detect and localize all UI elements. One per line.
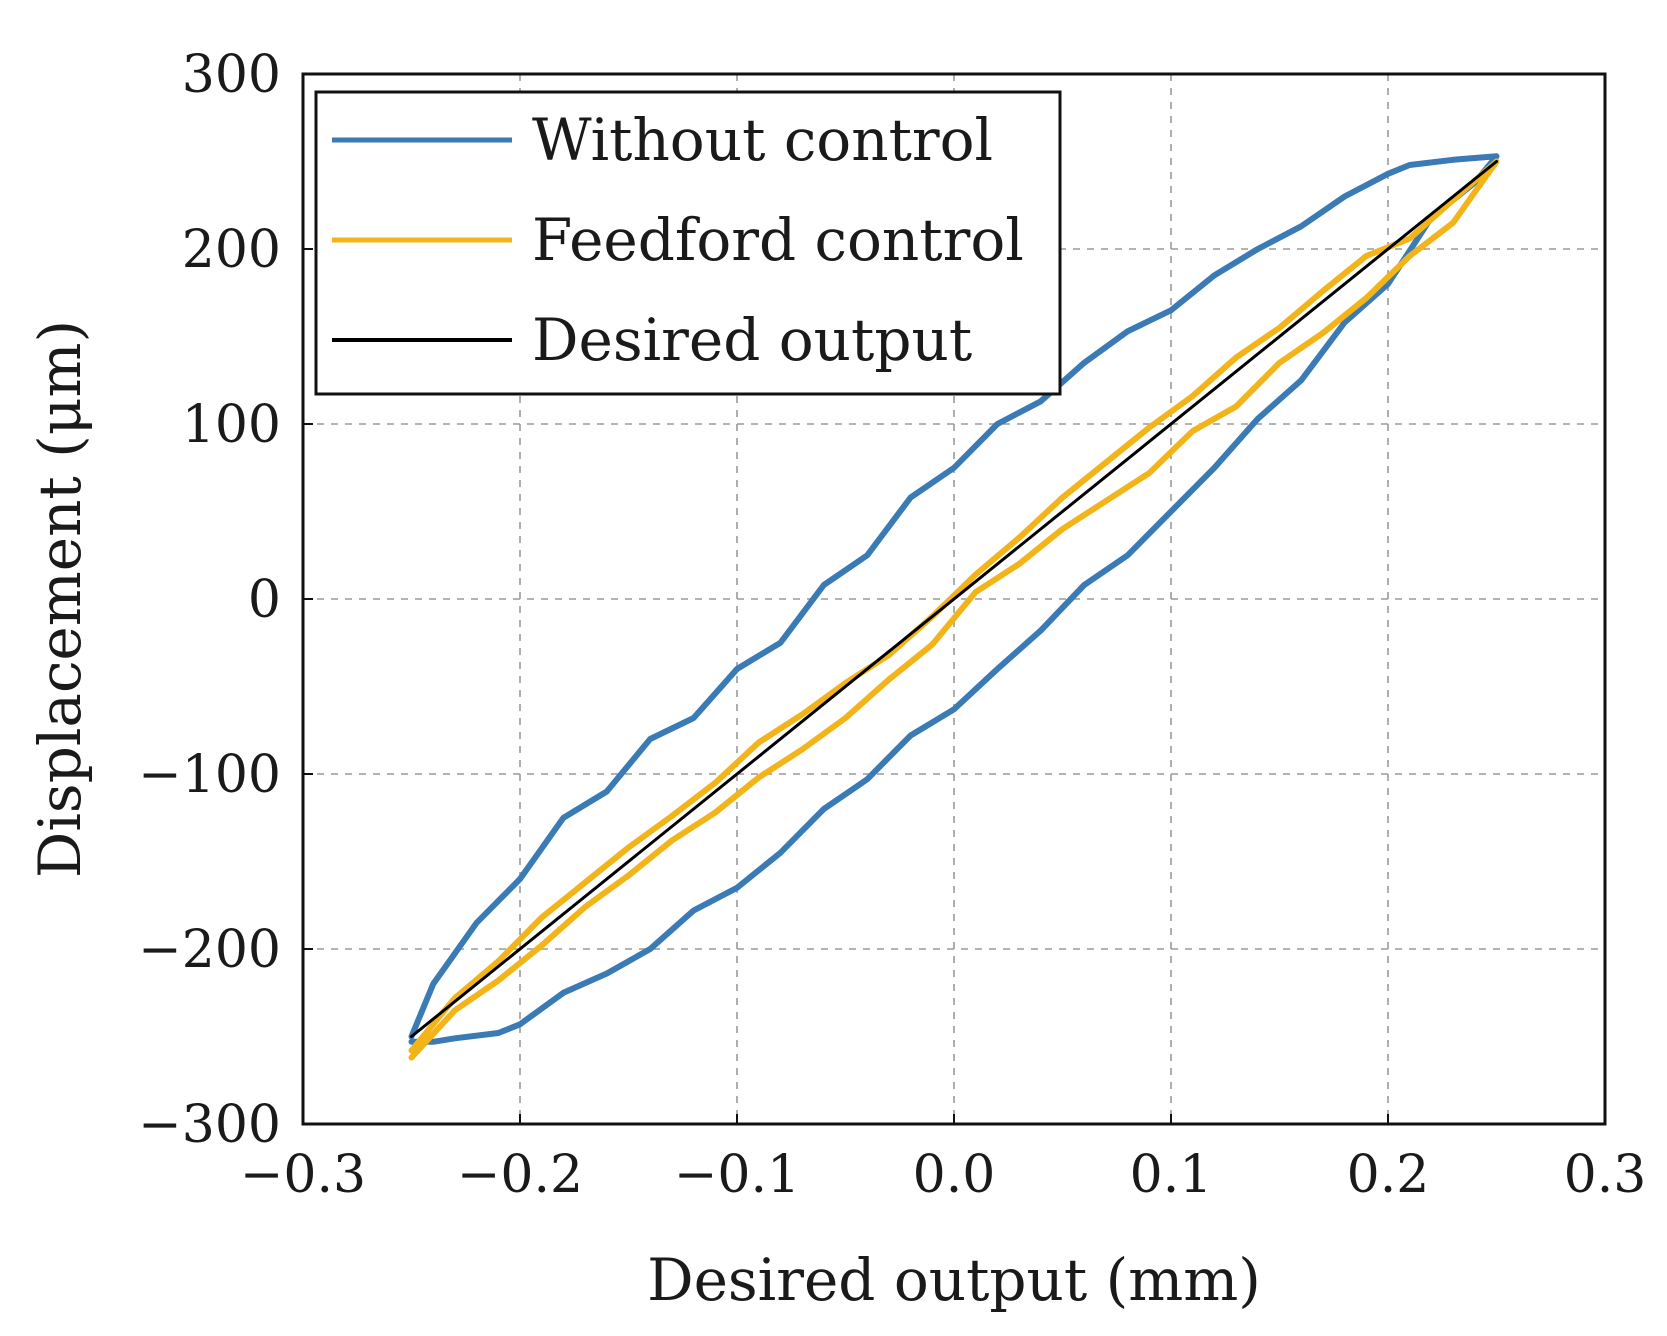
y-tick-label: −100 [138,745,281,805]
legend-label-desired-output: Desired output [532,306,972,374]
plot-series [408,153,1500,1061]
y-tick-labels: −300 −200 −100 0 100 200 300 [138,45,281,1155]
x-tick-labels: −0.3 −0.2 −0.1 0.0 0.1 0.2 0.3 [240,1145,1646,1205]
x-tick-label: −0.1 [674,1145,800,1205]
y-tick-label: −200 [138,920,281,980]
plot-frame [301,72,1607,1126]
series-line-without-control [408,153,1500,1045]
x-axis-label: Desired output (mm) [647,1246,1261,1314]
legend-label-without-control: Without control [532,106,993,174]
legend: Without control Feedford control Desired o… [314,90,1062,396]
series-line-desired-output [410,160,1498,1038]
x-tick-label: 0.2 [1347,1145,1430,1205]
x-tick-label: −0.3 [240,1145,366,1205]
y-tick-label: 100 [182,395,281,455]
y-tick-label: −300 [138,1095,281,1155]
y-tick-label: 200 [182,220,281,280]
y-tick-label: 0 [248,570,281,630]
legend-label-feedford-control: Feedford control [532,206,1024,274]
x-tick-label: 0.1 [1130,1145,1213,1205]
y-axis-label: Displacement (μm) [26,320,94,878]
x-tick-label: −0.2 [457,1145,583,1205]
y-tick-label: 300 [182,45,281,105]
x-tick-label: 0.3 [1564,1145,1647,1205]
x-tick-label: 0.0 [913,1145,996,1205]
